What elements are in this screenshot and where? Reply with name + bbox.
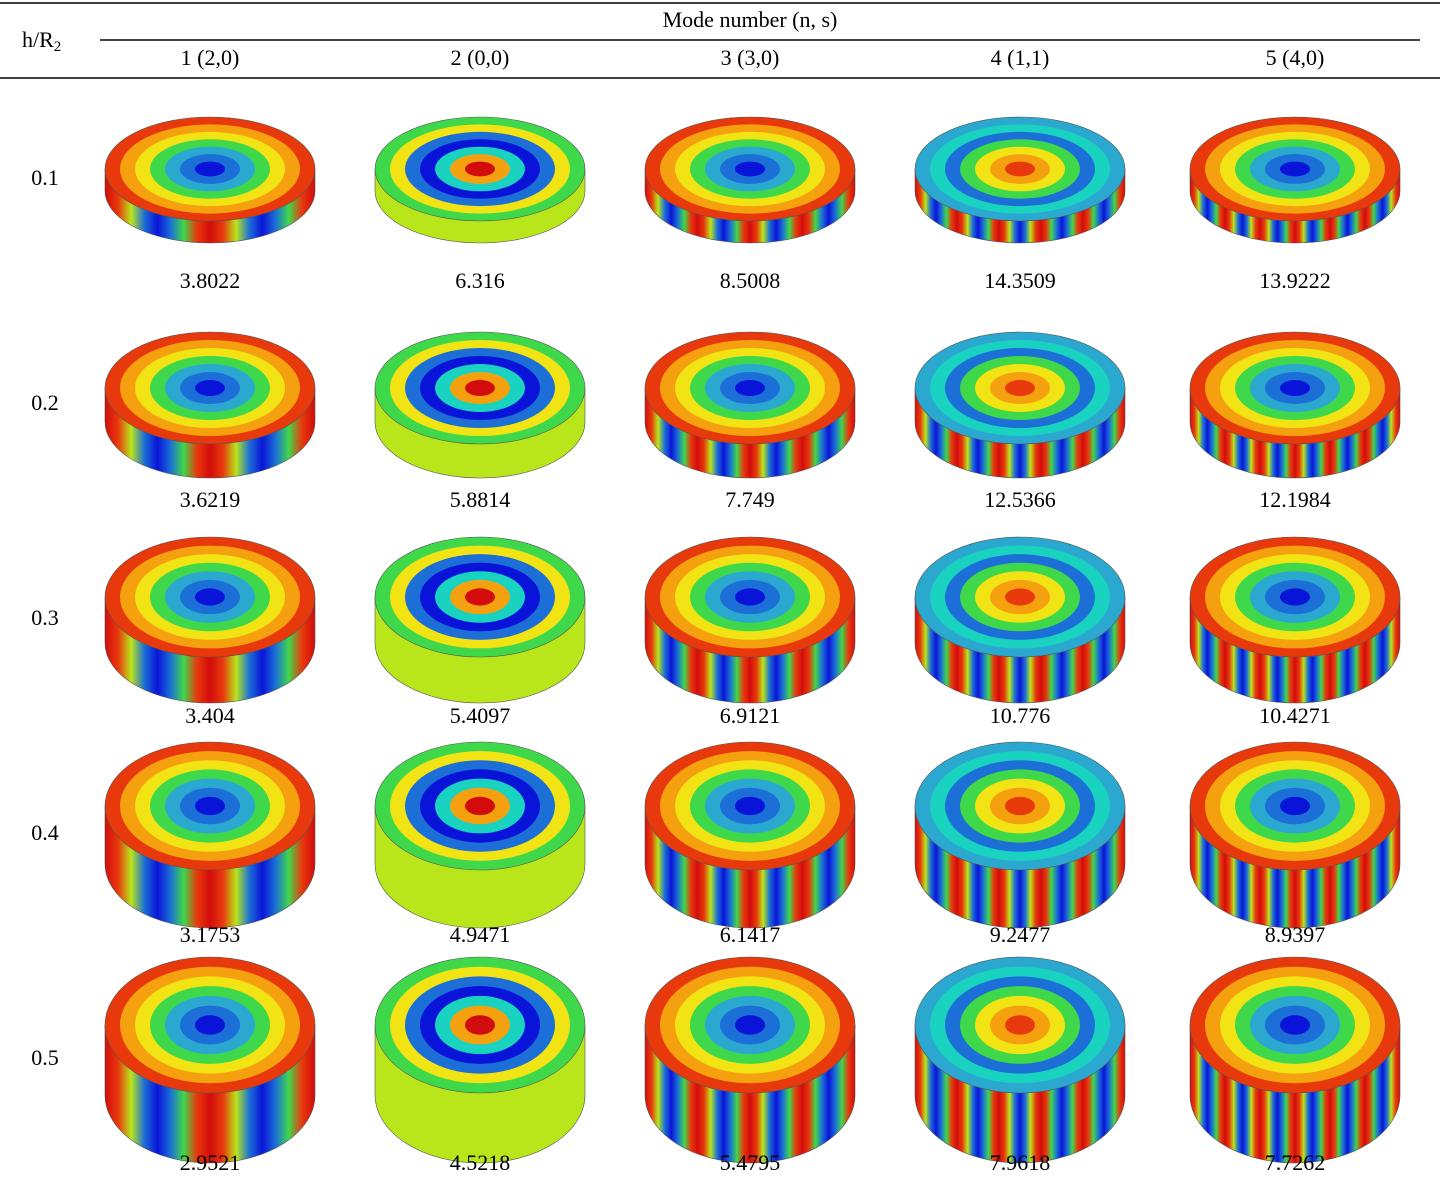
frequency: 3.8022	[180, 268, 241, 293]
frequency: 12.1984	[1259, 487, 1331, 512]
top-ring	[465, 380, 495, 396]
mode-shape	[1189, 331, 1401, 479]
mode-shape	[104, 331, 316, 479]
row-header-text: h/R	[22, 27, 54, 52]
top-ring	[465, 1015, 495, 1035]
frequency: 6.316	[455, 268, 505, 293]
mode-shape	[1189, 741, 1401, 929]
top-ring	[1005, 1015, 1035, 1035]
top-ring	[735, 1015, 765, 1035]
frequency: 8.9397	[1265, 922, 1326, 947]
frequency: 12.5366	[984, 487, 1056, 512]
top-ring	[195, 796, 225, 816]
frequency: 10.4271	[1259, 703, 1331, 728]
mode-shape	[374, 331, 586, 479]
mode-shape	[644, 741, 856, 929]
frequency: 6.9121	[720, 703, 781, 728]
mode-shape	[374, 536, 586, 704]
top-ring	[735, 796, 765, 816]
mode-header: 5 (4,0)	[1266, 45, 1325, 70]
top-ring	[465, 796, 495, 816]
mode-shape	[644, 536, 856, 704]
mode-shape	[104, 536, 316, 704]
mode-shape	[104, 741, 316, 929]
mode-shape	[1189, 956, 1401, 1164]
row-label: 0.3	[31, 605, 59, 630]
frequency: 5.4097	[450, 703, 511, 728]
frequency: 7.9618	[990, 1150, 1051, 1175]
mode-shape	[104, 956, 316, 1164]
frequency: 7.7262	[1265, 1150, 1326, 1175]
mode-shape	[1189, 536, 1401, 704]
mode-shape	[644, 116, 856, 244]
frequency: 3.1753	[180, 922, 241, 947]
mode-shape	[914, 956, 1126, 1164]
top-ring	[195, 161, 225, 177]
frequency: 4.9471	[450, 922, 511, 947]
mode-shape	[104, 116, 316, 244]
frequency: 8.5008	[720, 268, 781, 293]
mode-shape	[374, 741, 586, 929]
frequency: 5.8814	[450, 487, 511, 512]
mode-shape	[914, 116, 1126, 244]
mode-header: 3 (3,0)	[721, 45, 780, 70]
mode-header: 1 (2,0)	[181, 45, 240, 70]
frequency: 10.776	[990, 703, 1051, 728]
mode-shape	[914, 331, 1126, 479]
top-ring	[735, 588, 765, 606]
row-header-sub: 2	[54, 39, 62, 55]
mode-shape	[914, 536, 1126, 704]
top-ring	[1280, 1015, 1310, 1035]
top-ring	[1005, 588, 1035, 606]
top-ring	[465, 588, 495, 606]
frequency: 3.6219	[180, 487, 241, 512]
row-header: h/R2	[22, 27, 61, 55]
mode-shape	[914, 741, 1126, 929]
row-label: 0.1	[31, 165, 59, 190]
mode-shape	[1189, 116, 1401, 244]
top-ring	[1280, 796, 1310, 816]
row-label: 0.2	[31, 390, 59, 415]
top-ring	[735, 380, 765, 396]
frequency: 13.9222	[1259, 268, 1331, 293]
frequency: 4.5218	[450, 1150, 511, 1175]
row-label: 0.5	[31, 1045, 59, 1070]
mode-shape	[644, 331, 856, 479]
top-ring	[1005, 796, 1035, 816]
top-ring	[1005, 161, 1035, 177]
top-ring	[195, 588, 225, 606]
top-ring	[1005, 380, 1035, 396]
mode-header: 4 (1,1)	[991, 45, 1050, 70]
mode-header: 2 (0,0)	[451, 45, 510, 70]
frequency: 5.4795	[720, 1150, 781, 1175]
row-label: 0.4	[31, 820, 59, 845]
top-ring	[465, 161, 495, 177]
frequency: 7.749	[725, 487, 775, 512]
frequency: 14.3509	[984, 268, 1056, 293]
group-header: Mode number (n, s)	[663, 7, 838, 32]
top-ring	[1280, 161, 1310, 177]
top-ring	[195, 380, 225, 396]
top-ring	[1280, 588, 1310, 606]
mode-shape	[644, 956, 856, 1164]
frequency: 9.2477	[990, 922, 1051, 947]
top-ring	[195, 1015, 225, 1035]
frequency: 6.1417	[720, 922, 781, 947]
mode-shape	[374, 116, 586, 244]
frequency: 2.9521	[180, 1150, 241, 1175]
mode-shape	[374, 956, 586, 1164]
top-ring	[735, 161, 765, 177]
top-ring	[1280, 380, 1310, 396]
frequency: 3.404	[185, 703, 235, 728]
